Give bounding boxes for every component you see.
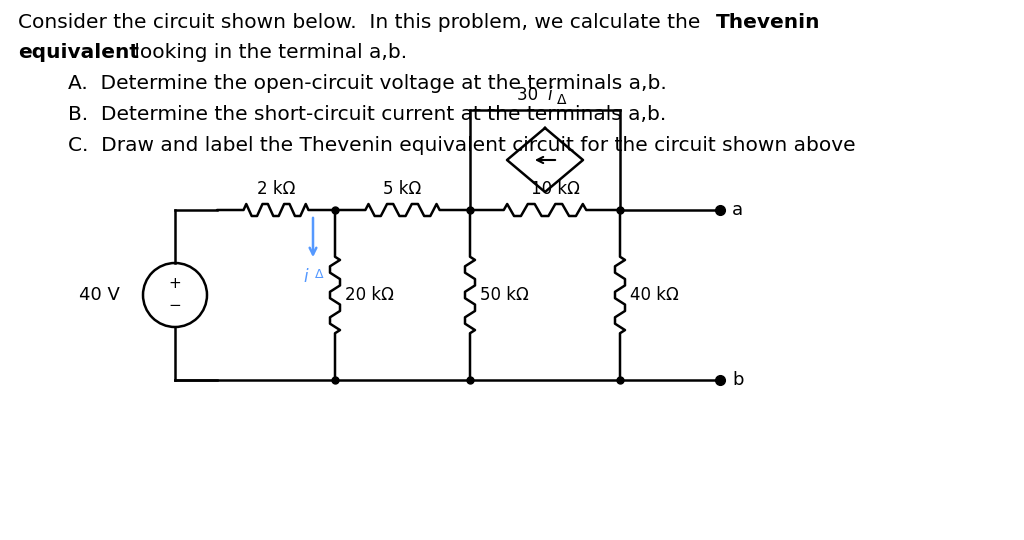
Text: 2 kΩ: 2 kΩ (257, 180, 295, 198)
Text: 10 kΩ: 10 kΩ (530, 180, 580, 198)
Text: i: i (303, 268, 308, 286)
Text: 5 kΩ: 5 kΩ (383, 180, 422, 198)
Text: −: − (169, 299, 181, 314)
Text: A.  Determine the open-circuit voltage at the terminals a,b.: A. Determine the open-circuit voltage at… (68, 74, 667, 93)
Text: 30: 30 (517, 86, 543, 104)
Text: +: + (169, 276, 181, 292)
Text: Consider the circuit shown below.  In this problem, we calculate the: Consider the circuit shown below. In thi… (18, 13, 707, 32)
Text: C.  Draw and label the Thevenin equivalent circuit for the circuit shown above: C. Draw and label the Thevenin equivalen… (68, 136, 856, 155)
Text: Δ: Δ (557, 93, 566, 107)
Text: 20 kΩ: 20 kΩ (345, 286, 394, 304)
Text: looking in the terminal a,b.: looking in the terminal a,b. (128, 43, 408, 62)
Text: Δ: Δ (315, 268, 324, 281)
Text: 40 V: 40 V (79, 286, 120, 304)
Text: 50 kΩ: 50 kΩ (480, 286, 528, 304)
Text: 40 kΩ: 40 kΩ (630, 286, 679, 304)
Text: equivalent: equivalent (18, 43, 139, 62)
Text: a: a (732, 201, 743, 219)
Text: b: b (732, 371, 743, 389)
Text: B.  Determine the short-circuit current at the terminals a,b.: B. Determine the short-circuit current a… (68, 105, 667, 124)
Text: Thevenin: Thevenin (716, 13, 820, 32)
Text: i: i (547, 86, 552, 104)
